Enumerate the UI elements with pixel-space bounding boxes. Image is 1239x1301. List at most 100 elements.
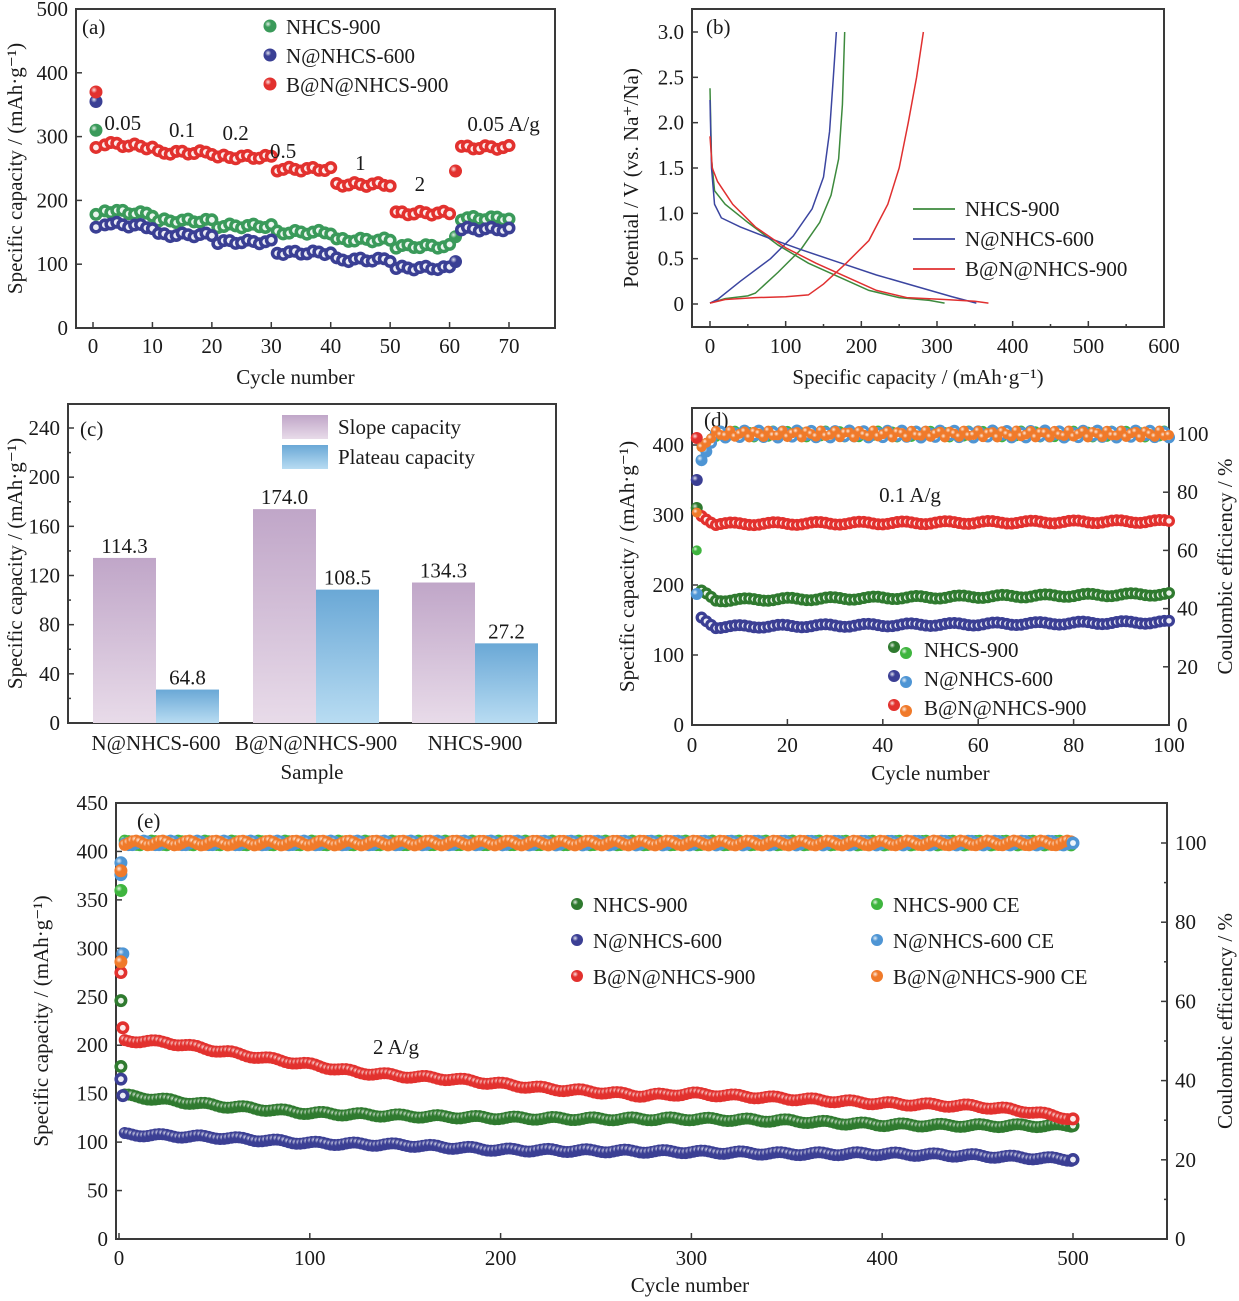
early-point bbox=[114, 994, 128, 1008]
bar-value-label: 64.8 bbox=[169, 666, 206, 690]
y-tick-label: 300 bbox=[653, 503, 685, 527]
y-tick-label: 0 bbox=[674, 292, 685, 316]
x-tick-label: 500 bbox=[1073, 334, 1105, 358]
x-tick-label: 40 bbox=[320, 334, 341, 358]
x-tick-label: 300 bbox=[921, 334, 953, 358]
data-point bbox=[264, 149, 278, 163]
x-tick-label: N@NHCS-600 bbox=[91, 731, 220, 755]
bar-plateau bbox=[475, 643, 538, 723]
panel-a-rate-capability: 0 10 20 30 40 50 60 70 0 100 200 300 400 500 Cycle num… bbox=[3, 0, 556, 389]
panel-c-capacity-bar-chart: 0 40 80 120 160 200 240 N@NHCS-600 B@N@NHCS-900 N… bbox=[3, 403, 557, 784]
data-point bbox=[1066, 1153, 1080, 1167]
panel-b-charge-discharge-curves: 0 100 200 300 400 500 600 0 0.5 1.0 1.5 2.0 2.5 3.0 Sp… bbox=[619, 8, 1180, 389]
y-right-tick-label: 60 bbox=[1177, 538, 1198, 562]
y-tick-label: 0.5 bbox=[658, 247, 684, 271]
y-right-tick-label: 100 bbox=[1175, 831, 1207, 855]
y-right-tick-label: 60 bbox=[1175, 989, 1196, 1013]
legend-marker bbox=[871, 970, 883, 982]
y-tick-label: 100 bbox=[653, 643, 685, 667]
legend-label: NHCS-900 bbox=[924, 638, 1019, 662]
y-tick-label: 80 bbox=[39, 613, 60, 637]
curve-discharge-1 bbox=[709, 99, 977, 304]
y-tick-label: 50 bbox=[87, 1179, 108, 1203]
bar-value-label: 114.3 bbox=[101, 534, 147, 558]
y-tick-label: 100 bbox=[77, 1130, 109, 1154]
x-tick-label: 500 bbox=[1057, 1246, 1089, 1270]
y-axis-label: Specific capacity / (mAh·g⁻¹) bbox=[29, 895, 53, 1146]
data-point bbox=[1163, 614, 1175, 627]
y-tick-label: 400 bbox=[37, 61, 69, 85]
bar-slope bbox=[253, 509, 316, 723]
x-tick-label: 80 bbox=[1063, 733, 1084, 757]
x-tick-label: 100 bbox=[770, 334, 802, 358]
x-axis-label: Cycle number bbox=[871, 761, 989, 785]
legend-label: N@NHCS-600 bbox=[593, 929, 722, 953]
y-right-tick-label: 0 bbox=[1175, 1227, 1186, 1251]
y-tick-label: 300 bbox=[77, 936, 109, 960]
series-1 bbox=[118, 1126, 1080, 1167]
legend-marker bbox=[263, 48, 277, 62]
x-axis-label: Cycle number bbox=[236, 365, 354, 389]
y-tick-label: 200 bbox=[653, 573, 685, 597]
legend-marker bbox=[888, 670, 900, 682]
bar-value-label: 134.3 bbox=[420, 559, 467, 583]
legend-marker bbox=[571, 898, 583, 910]
legend-label: NHCS-900 bbox=[593, 893, 688, 917]
legend-label: NHCS-900 bbox=[286, 15, 381, 39]
legend-marker-ce bbox=[900, 676, 912, 688]
x-tick-label: 0 bbox=[88, 334, 99, 358]
x-tick-label: NHCS-900 bbox=[428, 731, 523, 755]
legend-swatch bbox=[282, 415, 328, 439]
legend-label: Slope capacity bbox=[338, 415, 462, 439]
y-tick-label: 300 bbox=[37, 125, 69, 149]
curve-charge-2 bbox=[709, 31, 925, 304]
legend-label: B@N@NHCS-900 CE bbox=[893, 965, 1087, 989]
x-tick-label: 400 bbox=[866, 1246, 898, 1270]
y-right-tick-label: 80 bbox=[1175, 910, 1196, 934]
x-tick-label: 100 bbox=[294, 1246, 326, 1270]
legend-label: N@NHCS-600 CE bbox=[893, 929, 1054, 953]
panel-label: (b) bbox=[706, 15, 731, 39]
y-right-tick-label: 40 bbox=[1175, 1069, 1196, 1093]
y-tick-label: 1.5 bbox=[658, 156, 684, 180]
y-tick-label: 200 bbox=[77, 1033, 109, 1057]
y-tick-label: 350 bbox=[77, 888, 109, 912]
legend-marker-ce bbox=[900, 705, 912, 717]
legend-label: N@NHCS-600 bbox=[924, 667, 1053, 691]
data-point bbox=[449, 164, 463, 178]
x-tick-label: 0 bbox=[114, 1246, 125, 1270]
series-0 bbox=[690, 502, 1175, 608]
data-point bbox=[1066, 1112, 1080, 1126]
ce-point bbox=[691, 507, 702, 518]
data-point bbox=[324, 161, 338, 175]
y-tick-label: 100 bbox=[37, 252, 69, 276]
plot-frame bbox=[691, 407, 1170, 726]
y-tick-label: 120 bbox=[29, 564, 61, 588]
early-point bbox=[114, 1060, 128, 1074]
bar-slope bbox=[412, 582, 475, 723]
x-tick-label: 20 bbox=[777, 733, 798, 757]
rate-annotation: 0.5 bbox=[270, 139, 296, 163]
rate-annotation: 0.05 bbox=[104, 111, 141, 135]
curve-discharge-0 bbox=[709, 88, 945, 304]
y-right-tick-label: 20 bbox=[1175, 1148, 1196, 1172]
y-tick-label: 400 bbox=[77, 839, 109, 863]
y-tick-label: 240 bbox=[29, 416, 61, 440]
x-tick-label: 400 bbox=[997, 334, 1029, 358]
curve-charge-1 bbox=[709, 31, 838, 304]
y-axis-label: Potential / V (vs. Na⁺/Na) bbox=[619, 68, 643, 288]
x-tick-label: 0 bbox=[687, 733, 698, 757]
bar-plateau bbox=[316, 589, 379, 723]
rate-annotation: 2 A/g bbox=[373, 1035, 420, 1059]
legend-marker bbox=[888, 699, 900, 711]
ce-point bbox=[1164, 429, 1174, 440]
x-tick-label: 30 bbox=[261, 334, 282, 358]
y-tick-label: 0 bbox=[674, 713, 685, 737]
ce-early-point bbox=[114, 884, 128, 898]
legend-label: B@N@NHCS-900 bbox=[286, 73, 448, 97]
x-tick-label: 20 bbox=[201, 334, 222, 358]
data-point bbox=[502, 221, 516, 235]
ce-early-point bbox=[114, 955, 128, 969]
series-2 bbox=[690, 432, 1175, 532]
ce-point bbox=[1066, 836, 1080, 850]
